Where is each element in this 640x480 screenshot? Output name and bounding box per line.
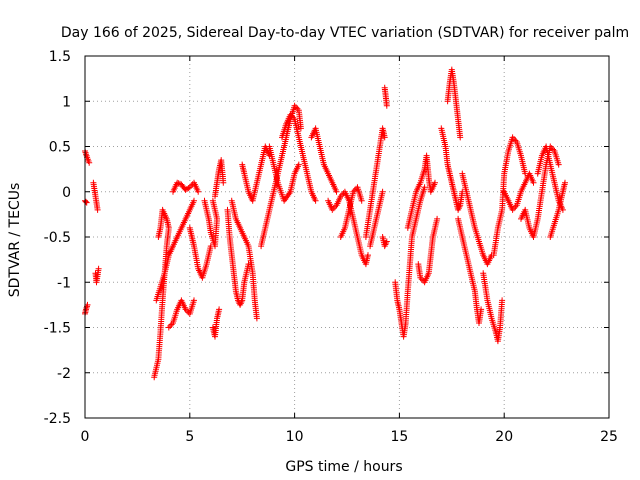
y-tick-label: -1	[57, 275, 71, 291]
tick-labels: 0 5 10 15 20 25 -2.5 -2 -1.5 -1 -0.5 0 0.5 1 1.5	[44, 49, 618, 445]
y-tick-label: 1	[62, 94, 71, 110]
x-tick-label: 15	[390, 429, 408, 445]
x-tick-label: 10	[286, 429, 304, 445]
x-axis-label: GPS time / hours	[285, 459, 402, 475]
y-tick-label: -2	[57, 366, 71, 382]
grid	[85, 56, 609, 418]
x-tick-label: 20	[495, 429, 513, 445]
series-markers	[82, 66, 568, 381]
x-tick-label: 25	[600, 429, 618, 445]
plot-frame	[84, 55, 610, 419]
chart-title: Day 166 of 2025, Sidereal Day-to-day VTE…	[61, 25, 629, 41]
y-tick-label: 0	[62, 185, 71, 201]
y-tick-label: -2.5	[44, 411, 71, 427]
tick-marks	[84, 55, 610, 419]
x-tick-label: 0	[81, 429, 90, 445]
y-tick-label: 0.5	[49, 140, 71, 156]
y-tick-label: -1.5	[44, 321, 71, 337]
y-tick-label: 1.5	[49, 49, 71, 65]
data-points	[82, 66, 568, 381]
x-tick-label: 5	[185, 429, 194, 445]
y-tick-label: -0.5	[44, 230, 71, 246]
y-axis-label: SDTVAR / TECUs	[7, 183, 23, 298]
